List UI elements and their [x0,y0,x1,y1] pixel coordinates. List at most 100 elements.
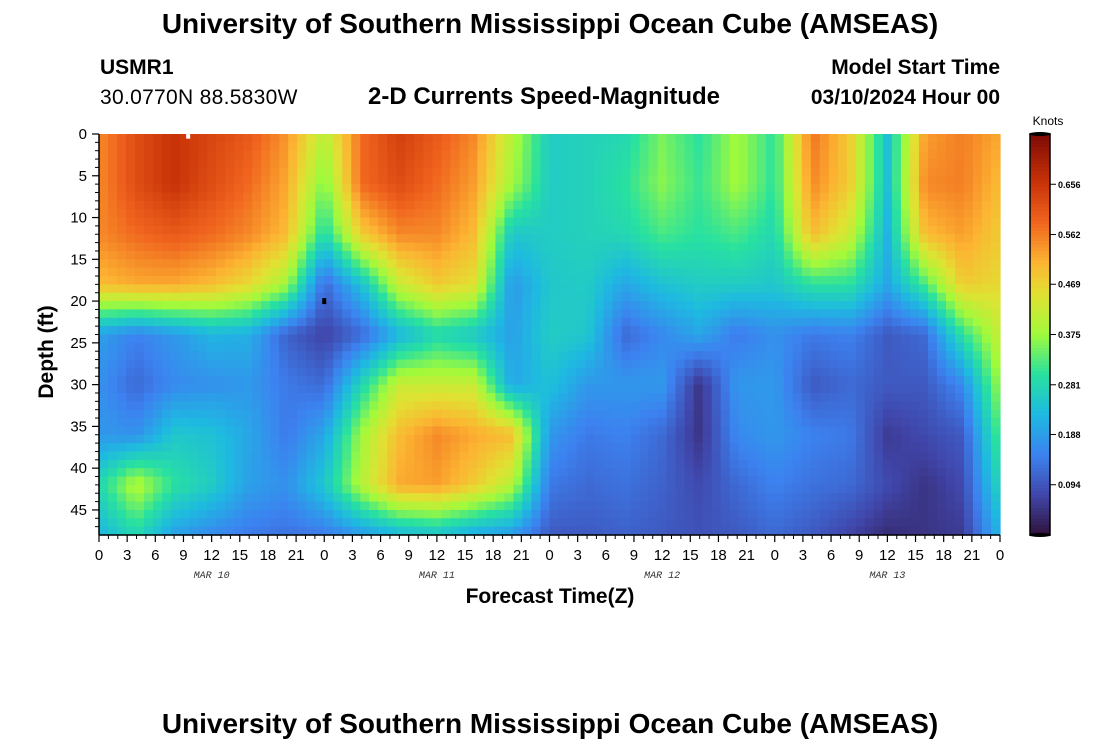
heatmap-cell [153,192,163,202]
heatmap-cell [792,225,803,235]
heatmap-cell [468,209,479,219]
heatmap-cell [414,301,424,311]
heatmap-cell [567,451,578,461]
heatmap-cell [207,142,217,152]
heatmap-cell [513,392,524,402]
heatmap-cell [576,301,587,311]
heatmap-cell [513,459,524,469]
heatmap-cell [936,509,947,519]
heatmap-cell [243,509,253,519]
heatmap-cell [819,134,830,143]
heatmap-cell [180,351,190,361]
heatmap-cell [216,509,226,519]
heatmap-cell [513,518,524,528]
heatmap-cell [855,250,866,260]
heatmap-cell [810,276,821,285]
heatmap-cell [261,142,271,152]
heatmap-cell [738,217,749,227]
heatmap-cell [252,242,262,252]
heatmap-cell [522,192,533,202]
heatmap-cell [414,267,424,277]
heatmap-cell [513,276,524,285]
heatmap-cell [801,476,812,486]
heatmap-cell [198,317,208,327]
heatmap-cell [846,292,857,302]
heatmap-cell [603,250,614,260]
heatmap-cell [981,468,992,478]
heatmap-cell [468,518,479,528]
heatmap-cell [468,175,479,185]
heatmap-cell [351,167,361,177]
heatmap-cell [603,493,614,503]
heatmap-cell [936,150,947,160]
heatmap-cell [432,459,442,469]
heatmap-cell [153,509,163,519]
heatmap-cell [963,359,974,369]
heatmap-cell [342,276,352,285]
heatmap-cell [450,309,460,319]
heatmap-cell [702,150,713,160]
heatmap-cell [666,301,677,311]
heatmap-cell [756,476,767,486]
heatmap-cell [144,526,154,536]
heatmap-cell [441,267,451,277]
heatmap-cell [963,175,974,185]
heatmap-cell [576,184,587,194]
heatmap-cell [288,409,298,419]
heatmap-cell [567,142,578,152]
heatmap-cell [621,493,632,503]
heatmap-cell [441,209,451,219]
heatmap-cell [855,292,866,302]
heatmap-cell [621,359,632,369]
heatmap-cell [441,384,451,394]
heatmap-cell [945,167,956,177]
heatmap-cell [306,267,316,277]
heatmap-cell [945,267,956,277]
heatmap-cell [261,392,271,402]
heatmap-cell [567,175,578,185]
heatmap-cell [972,284,983,294]
heatmap-cell [288,359,298,369]
heatmap-cell [441,509,451,519]
heatmap-cell [441,468,451,478]
heatmap-cell [252,493,262,503]
heatmap-cell [702,484,713,494]
heatmap-cell [261,267,271,277]
heatmap-cell [324,309,334,319]
heatmap-cell [135,443,145,453]
heatmap-cell [405,134,415,143]
heatmap-cell [549,367,560,377]
heatmap-cell [954,509,965,519]
heatmap-cell [828,351,839,361]
heatmap-cell [729,342,740,352]
heatmap-cell [450,234,460,244]
heatmap-cell [108,493,118,503]
heatmap-cell [801,342,812,352]
heatmap-cell [981,401,992,411]
heatmap-cell [117,326,127,336]
heatmap-cell [459,342,470,352]
heatmap-cell [684,150,695,160]
heatmap-cell [783,259,794,269]
heatmap-cell [432,376,442,386]
heatmap-cell [117,309,127,319]
heatmap-cell [621,518,632,528]
heatmap-cell [549,384,560,394]
heatmap-cell [270,426,280,436]
heatmap-cell [135,150,145,160]
heatmap-cell [693,459,704,469]
heatmap-cell [216,267,226,277]
heatmap-cell [549,259,560,269]
heatmap-cell [405,459,415,469]
heatmap-cell [711,209,722,219]
heatmap-cell [450,200,460,210]
heatmap-cell [225,142,235,152]
heatmap-cell [873,217,884,227]
heatmap-cell [234,426,244,436]
heatmap-cell [702,292,713,302]
heatmap-cell [423,509,433,519]
heatmap-cell [981,184,992,194]
heatmap-cell [702,134,713,143]
heatmap-cell [666,459,677,469]
heatmap-cell [801,192,812,202]
